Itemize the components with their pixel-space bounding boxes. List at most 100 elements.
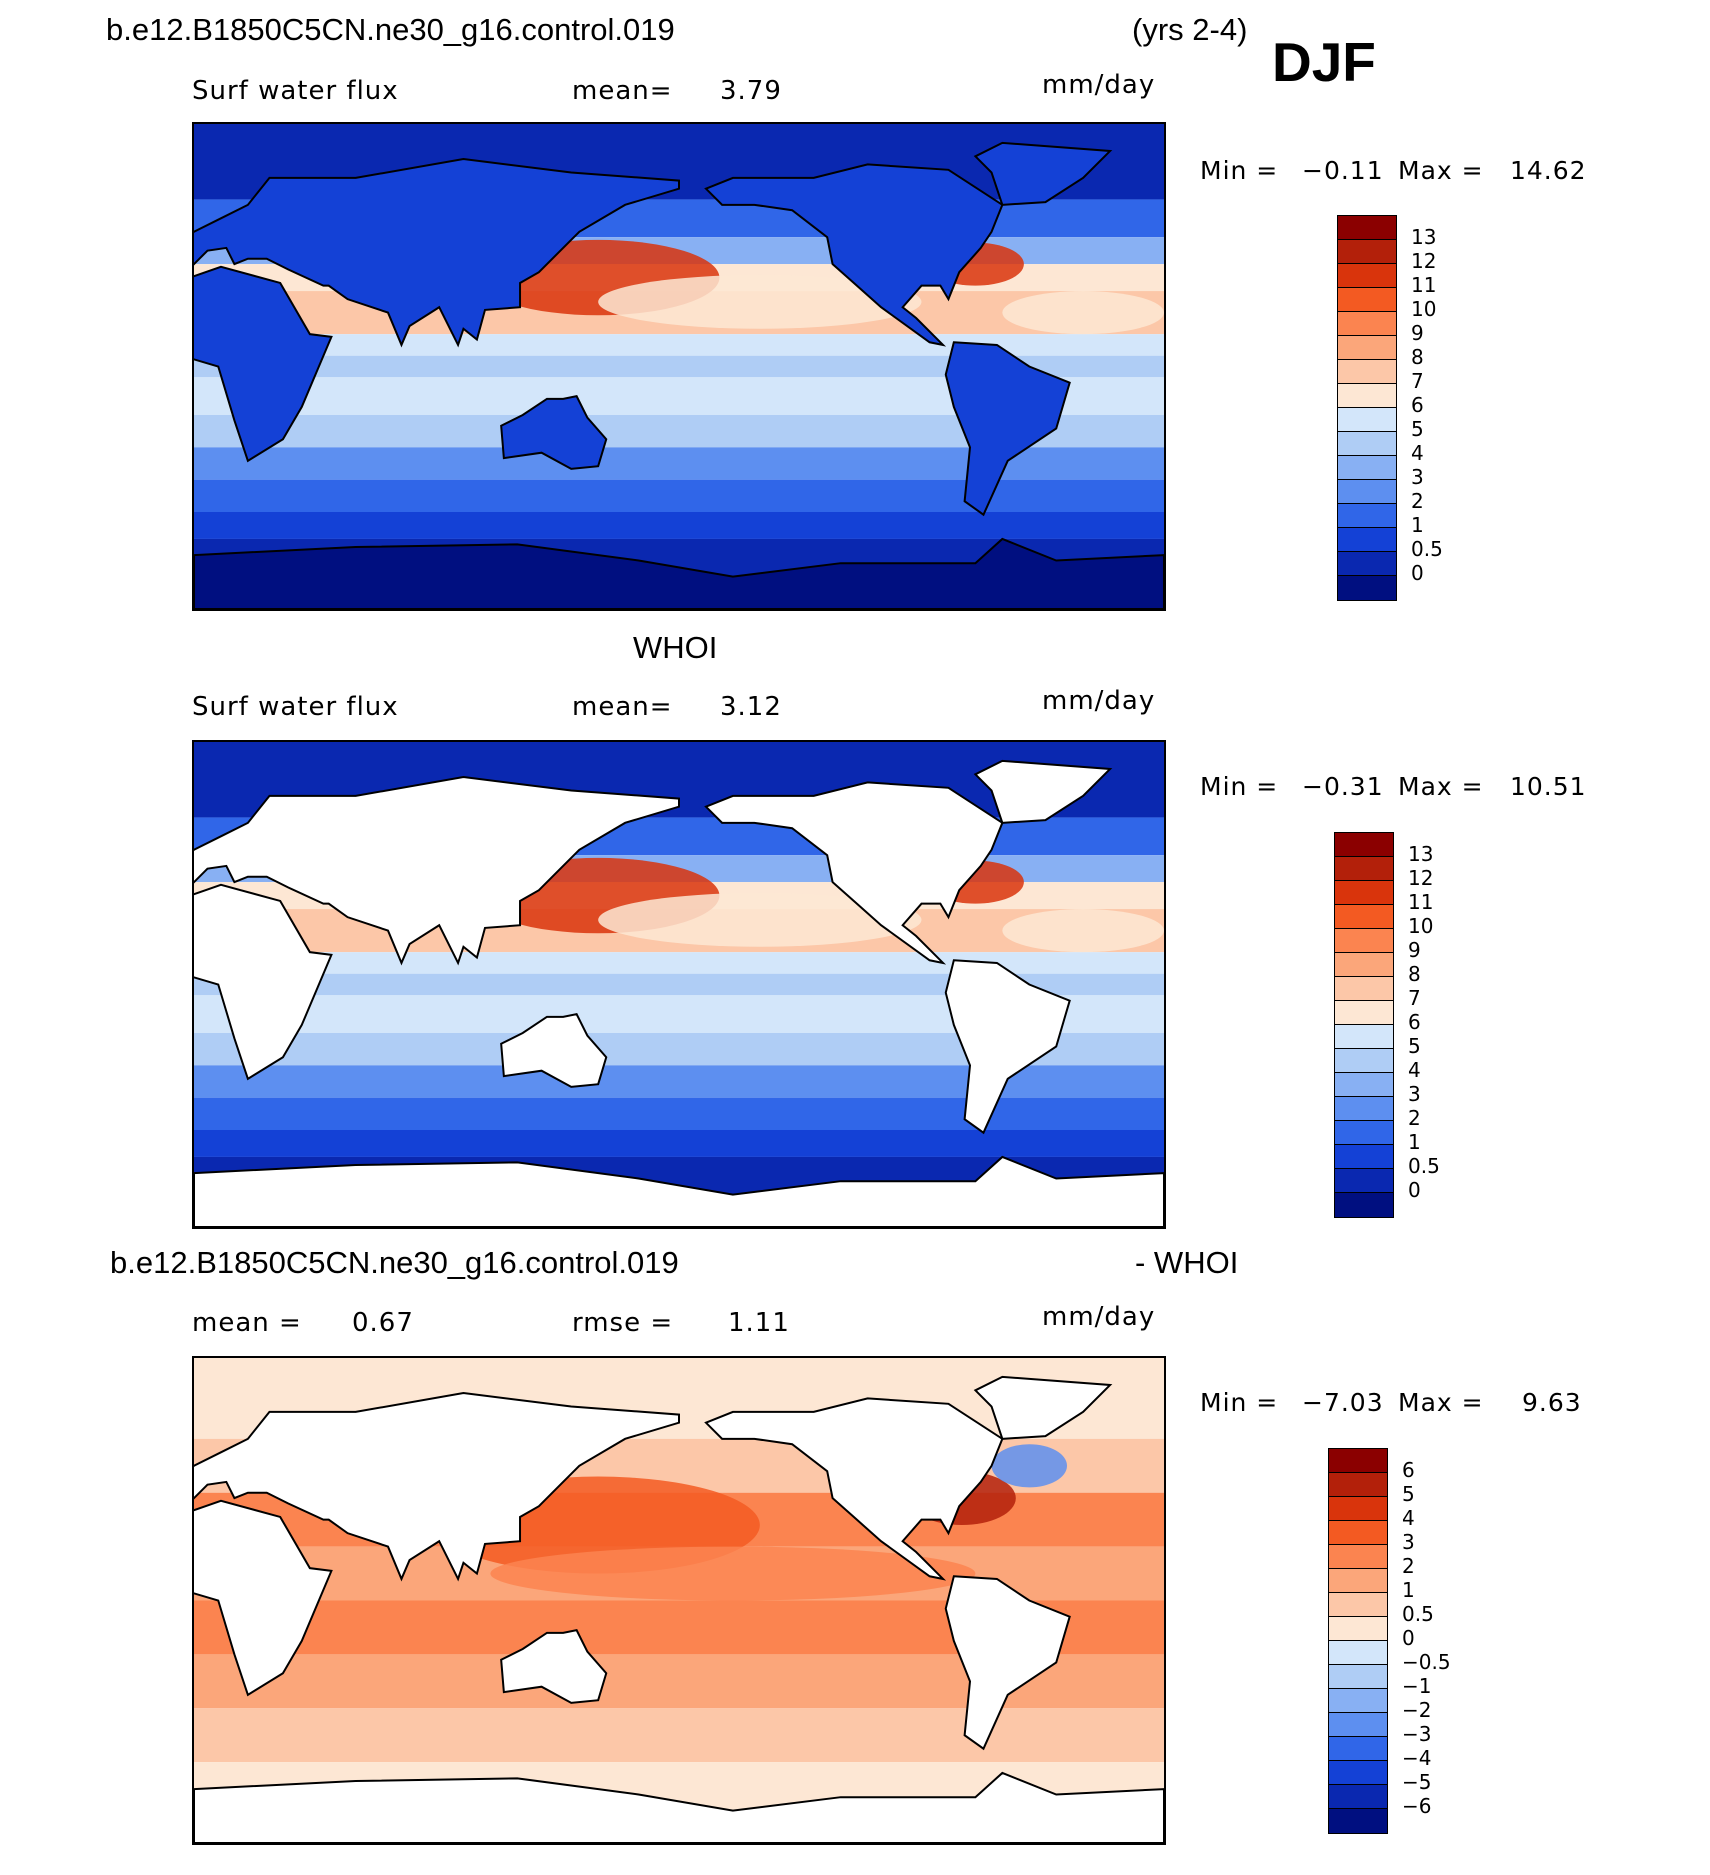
continent-greenland <box>973 759 1113 824</box>
continent-namerica <box>704 1397 1004 1581</box>
colorbar-tick-label: 10 <box>1408 914 1434 938</box>
colorbar-box <box>1329 1497 1387 1521</box>
colorbar-box <box>1338 216 1396 240</box>
panel1-mean-label: mean= <box>572 76 673 106</box>
map-canvas <box>194 1358 1164 1843</box>
continent-antarctica <box>194 537 1164 609</box>
colorbar-tick-label: −0.5 <box>1402 1650 1451 1674</box>
panel3-max-value: 9.63 <box>1522 1388 1582 1417</box>
colorbar-tick-label: 5 <box>1402 1482 1415 1506</box>
field-band <box>194 1708 1164 1763</box>
colorbar-box <box>1338 552 1396 576</box>
continent-australia <box>500 1013 608 1088</box>
panel2-variable: Surf water flux <box>192 692 399 722</box>
colorbar-tick-label: 0 <box>1411 561 1424 585</box>
colorbar-tick-label: 3 <box>1408 1082 1421 1106</box>
colorbar-box <box>1338 384 1396 408</box>
field-band <box>194 952 1164 974</box>
colorbar-tick-label: 0 <box>1408 1178 1421 1202</box>
continent-eurasia <box>194 158 680 348</box>
colorbar-box <box>1338 288 1396 312</box>
panel2-mean-label: mean= <box>572 692 673 722</box>
colorbar-tick-label: 4 <box>1411 441 1424 465</box>
colorbar-box <box>1329 1665 1387 1689</box>
colorbar-box <box>1329 1713 1387 1737</box>
colorbar-tick-label: 2 <box>1402 1554 1415 1578</box>
panel3-min-label: Min = <box>1200 1388 1279 1417</box>
colorbar-tick-label: −6 <box>1402 1794 1432 1818</box>
colorbar-box <box>1335 1169 1393 1193</box>
field-anomaly <box>598 892 922 947</box>
colorbar-tick-label: 7 <box>1411 369 1424 393</box>
colorbar-box <box>1335 1073 1393 1097</box>
colorbar-box <box>1338 360 1396 384</box>
panel3-title-left: b.e12.B1850C5CN.ne30_g16.control.019 <box>110 1245 679 1280</box>
panel2-map <box>192 740 1166 1229</box>
field-anomaly <box>598 274 922 329</box>
colorbar-box <box>1338 312 1396 336</box>
colorbar-box <box>1338 408 1396 432</box>
colorbar-box <box>1335 1049 1393 1073</box>
colorbar-tick-label: 2 <box>1411 489 1424 513</box>
colorbar-tick-label: 0.5 <box>1408 1154 1440 1178</box>
colorbar-box <box>1335 929 1393 953</box>
colorbar-box <box>1329 1641 1387 1665</box>
colorbar-tick-label: 6 <box>1408 1010 1421 1034</box>
continent-namerica <box>704 781 1004 965</box>
panel3-min-value: −7.03 <box>1302 1388 1384 1417</box>
field-anomaly <box>1002 909 1164 953</box>
map-canvas <box>194 742 1164 1227</box>
continent-namerica <box>704 163 1004 347</box>
colorbar-tick-label: 13 <box>1411 225 1437 249</box>
season-label: DJF <box>1272 31 1376 93</box>
colorbar-box <box>1338 432 1396 456</box>
colorbar-box <box>1338 504 1396 528</box>
panel1-mean-value: 3.79 <box>720 76 782 106</box>
field-band <box>194 1130 1164 1157</box>
panel2-mean-value: 3.12 <box>720 692 782 722</box>
continent-africa <box>194 1499 333 1697</box>
field-band <box>194 973 1164 996</box>
continent-africa <box>194 265 333 463</box>
colorbar-box <box>1338 264 1396 288</box>
colorbar-tick-label: 4 <box>1402 1506 1415 1530</box>
panel2-dataset-title: WHOI <box>633 630 718 665</box>
panel1-colorbar <box>1337 215 1397 601</box>
field-anomaly <box>1002 291 1164 335</box>
panel3-rmse-value: 1.11 <box>728 1308 790 1338</box>
colorbar-tick-label: 1 <box>1411 513 1424 537</box>
panel2-max-label: Max = <box>1398 772 1484 801</box>
continent-eurasia <box>194 1392 680 1582</box>
colorbar-box <box>1335 905 1393 929</box>
colorbar-tick-label: 11 <box>1408 890 1434 914</box>
continent-antarctica <box>194 1155 1164 1227</box>
colorbar-box <box>1335 1121 1393 1145</box>
panel3-rmse-label: rmse = <box>572 1308 674 1338</box>
colorbar-tick-label: −5 <box>1402 1770 1432 1794</box>
colorbar-box <box>1335 977 1393 1001</box>
colorbar-tick-label: −3 <box>1402 1722 1432 1746</box>
continent-antarctica <box>194 1771 1164 1843</box>
panel1-max-label: Max = <box>1398 156 1484 185</box>
colorbar-box <box>1335 833 1393 857</box>
continent-eurasia <box>194 776 680 966</box>
colorbar-tick-label: 13 <box>1408 842 1434 866</box>
colorbar-box <box>1335 1001 1393 1025</box>
colorbar-tick-label: 8 <box>1408 962 1421 986</box>
colorbar-box <box>1335 953 1393 977</box>
colorbar-tick-label: −1 <box>1402 1674 1432 1698</box>
panel3-max-label: Max = <box>1398 1388 1484 1417</box>
colorbar-box <box>1329 1473 1387 1497</box>
panel3-mean-value: 0.67 <box>352 1308 414 1338</box>
years-label: (yrs 2-4) <box>1132 12 1248 47</box>
panel1-max-value: 14.62 <box>1510 156 1587 185</box>
colorbar-box <box>1329 1617 1387 1641</box>
colorbar-box <box>1335 1193 1393 1217</box>
panel1-variable: Surf water flux <box>192 76 399 106</box>
colorbar-box <box>1338 576 1396 600</box>
colorbar-tick-label: −4 <box>1402 1746 1432 1770</box>
colorbar-tick-label: 4 <box>1408 1058 1421 1082</box>
colorbar-box <box>1329 1569 1387 1593</box>
colorbar-box <box>1338 456 1396 480</box>
colorbar-box <box>1335 857 1393 881</box>
